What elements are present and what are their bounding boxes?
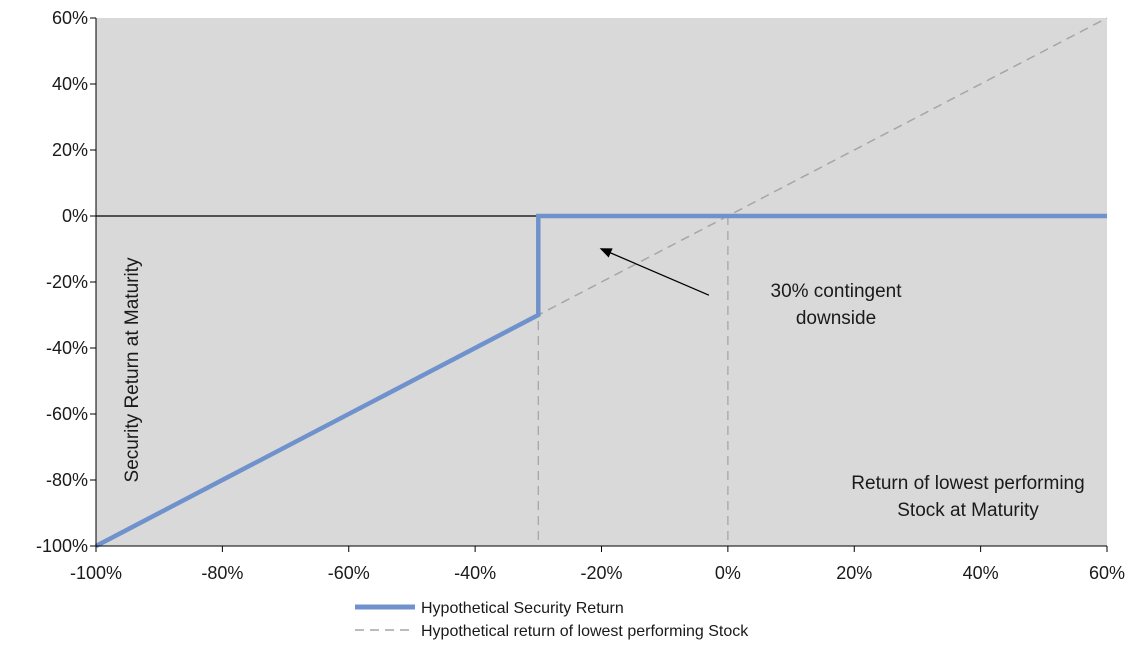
- x-axis-label-line-2: Stock at Maturity: [897, 500, 1039, 521]
- x-tick-label: 60%: [1089, 563, 1125, 583]
- x-axis-label-line-1: Return of lowest performing: [851, 473, 1084, 494]
- annotation-arrow: [599, 248, 710, 296]
- legend-label-lowest-stock: Hypothetical return of lowest performing…: [421, 623, 749, 640]
- x-tick-label: -40%: [454, 563, 496, 583]
- x-tick-label: -20%: [580, 563, 622, 583]
- x-tick-label: 40%: [963, 563, 999, 583]
- annotation-line-1: 30% contingent: [771, 281, 903, 302]
- y-tick-label: -20%: [46, 272, 88, 292]
- x-tick-label: 0%: [715, 563, 741, 583]
- x-tick-label: -60%: [328, 563, 370, 583]
- y-tick-label: -40%: [46, 338, 88, 358]
- y-tick-label: -80%: [46, 470, 88, 490]
- y-tick-label: 0%: [62, 206, 88, 226]
- x-tick-label: -80%: [201, 563, 243, 583]
- y-tick-label: -60%: [46, 404, 88, 424]
- series-line-lowest-stock: [95, 17, 1108, 547]
- annotation-line-2: downside: [796, 308, 876, 329]
- y-axis-label: Security Return at Maturity: [122, 257, 143, 482]
- y-tick-label: 20%: [52, 140, 88, 160]
- y-tick-label: 60%: [52, 8, 88, 28]
- x-tick-label: -100%: [70, 563, 122, 583]
- series-line-security-return: [94, 213, 1107, 548]
- y-tick-label: -100%: [36, 536, 88, 556]
- y-tick-label: 40%: [52, 74, 88, 94]
- x-tick-label: 20%: [836, 563, 872, 583]
- legend-label-security-return: Hypothetical Security Return: [421, 600, 624, 617]
